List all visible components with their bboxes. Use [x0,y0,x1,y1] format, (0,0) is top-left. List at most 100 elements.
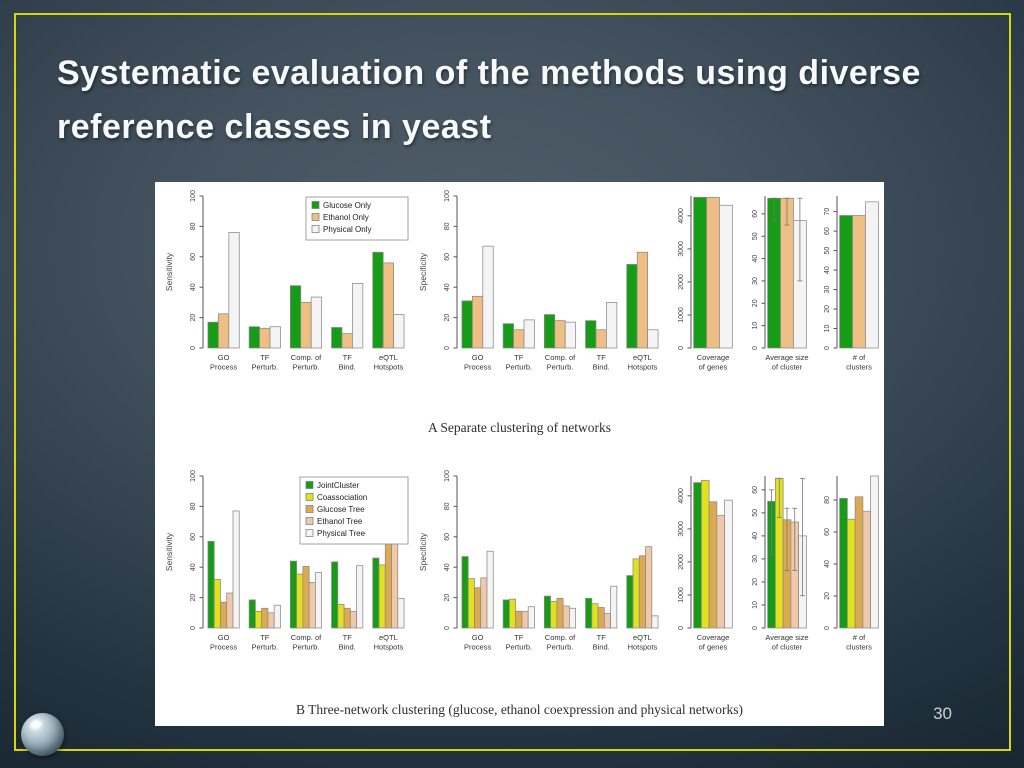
svg-text:Sensitivity: Sensitivity [164,252,174,291]
chart-b-num-clusters: 0 20 40 60 80 # of clusters [813,464,883,677]
svg-text:Coassociation: Coassociation [317,493,367,502]
chart-a-specificity: 0 20 40 60 80 100 Specificity GO Process TF Pertur… [417,184,667,397]
caption-b: B Three-network clustering (glucose, eth… [296,702,743,717]
svg-text:Perturb.: Perturb. [251,363,278,372]
svg-text:Sensitivity: Sensitivity [164,532,174,571]
svg-text:Perturb.: Perturb. [505,363,532,372]
svg-text:GO: GO [218,353,230,362]
svg-text:Glucose Tree: Glucose Tree [317,505,365,514]
caption-a: A Separate clustering of networks [428,420,611,435]
svg-text:Process: Process [464,643,491,652]
svg-text:clusters: clusters [846,363,872,372]
svg-text:50: 50 [752,232,759,240]
svg-text:TF: TF [597,633,607,642]
svg-text:2000: 2000 [678,274,685,290]
svg-text:100: 100 [190,190,197,202]
svg-text:40: 40 [752,532,759,540]
svg-text:Hotspots: Hotspots [374,363,404,372]
svg-text:80: 80 [444,222,451,230]
figure-panel: 0 20 40 60 80 100 Sensitivity GO Process TF Pertur… [155,182,884,726]
svg-text:10: 10 [824,325,831,333]
svg-text:20: 20 [190,314,197,322]
svg-text:eQTL: eQTL [379,353,398,362]
svg-text:30: 30 [752,277,759,285]
svg-text:TF: TF [597,353,607,362]
svg-text:40: 40 [444,563,451,571]
svg-text:40: 40 [190,283,197,291]
chart-b-sensitivity: 0 20 40 60 80 100 Sensitivity GO Process TF Pertur… [163,464,413,677]
page-number: 30 [933,704,952,723]
svg-text:Coverage: Coverage [697,633,730,642]
sphere-decoration-icon [21,713,64,756]
svg-text:Average size: Average size [765,353,808,362]
svg-text:Perturb.: Perturb. [251,643,278,652]
svg-text:of genes: of genes [699,643,728,652]
svg-text:TF: TF [260,633,270,642]
svg-text:0: 0 [444,346,451,350]
svg-text:Perturb.: Perturb. [293,643,320,652]
svg-text:0: 0 [190,626,197,630]
svg-text:Physical Only: Physical Only [323,225,371,234]
svg-text:Bind.: Bind. [593,643,610,652]
svg-text:Physical Tree: Physical Tree [317,529,366,538]
svg-text:60: 60 [190,533,197,541]
svg-text:JointCluster: JointCluster [317,481,360,490]
svg-text:Comp. of: Comp. of [545,353,576,362]
svg-text:eQTL: eQTL [633,353,652,362]
svg-text:# of: # of [853,633,866,642]
svg-text:GO: GO [218,633,230,642]
chart-a-num-clusters: 0 10 20 30 40 50 60 70 # of clusters [813,184,883,397]
svg-text:Average size: Average size [765,633,808,642]
svg-text:Process: Process [210,643,237,652]
svg-text:Ethanol Only: Ethanol Only [323,213,369,222]
svg-text:50: 50 [752,509,759,517]
svg-text:4000: 4000 [678,208,685,224]
svg-text:40: 40 [190,563,197,571]
svg-text:clusters: clusters [846,643,872,652]
svg-text:Comp. of: Comp. of [291,353,322,362]
svg-text:3000: 3000 [678,521,685,537]
svg-text:0: 0 [444,626,451,630]
svg-text:30: 30 [824,286,831,294]
svg-text:Comp. of: Comp. of [291,633,322,642]
svg-text:3000: 3000 [678,241,685,257]
sphere-glint [28,718,44,731]
svg-text:20: 20 [824,305,831,313]
svg-text:100: 100 [444,470,451,482]
svg-text:Specificity: Specificity [418,252,428,291]
svg-text:2000: 2000 [678,554,685,570]
svg-text:Bind.: Bind. [593,363,610,372]
svg-text:1000: 1000 [678,587,685,603]
svg-text:0: 0 [678,626,685,630]
svg-text:eQTL: eQTL [633,633,652,642]
svg-text:60: 60 [190,253,197,261]
svg-text:TF: TF [260,353,270,362]
svg-text:1000: 1000 [678,307,685,323]
svg-text:0: 0 [824,346,831,350]
svg-text:Perturb.: Perturb. [547,643,574,652]
svg-text:100: 100 [190,470,197,482]
chart-b-specificity: 0 20 40 60 80 100 Specificity GO Process TF Pertur… [417,464,667,677]
svg-text:Perturb.: Perturb. [505,643,532,652]
svg-text:40: 40 [824,560,831,568]
svg-text:0: 0 [190,346,197,350]
svg-text:80: 80 [190,502,197,510]
svg-text:Specificity: Specificity [418,532,428,571]
slide-border-frame [14,13,1011,751]
svg-text:eQTL: eQTL [379,633,398,642]
svg-text:0: 0 [824,626,831,630]
svg-text:TF: TF [514,353,524,362]
chart-a-sensitivity: 0 20 40 60 80 100 Sensitivity GO Process TF Pertur… [163,184,413,397]
svg-text:60: 60 [824,227,831,235]
svg-text:Hotspots: Hotspots [628,363,658,372]
chart-a-coverage: 0 1000 2000 3000 4000 Coverage of genes [667,184,737,397]
svg-text:70: 70 [824,208,831,216]
svg-text:GO: GO [472,633,484,642]
svg-text:20: 20 [190,594,197,602]
svg-text:40: 40 [752,255,759,263]
svg-text:Hotspots: Hotspots [628,643,658,652]
chart-b-coverage: 0 1000 2000 3000 4000 Coverage of genes [667,464,737,677]
svg-text:80: 80 [824,496,831,504]
svg-text:0: 0 [752,626,759,630]
